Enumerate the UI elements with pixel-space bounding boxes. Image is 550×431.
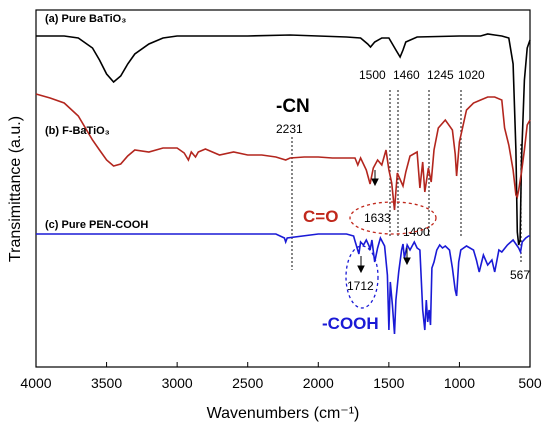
x-tick-label: 2000 [303,375,334,391]
annotation-1712: 1712 [347,279,374,293]
annotation-1020: 1020 [458,68,485,82]
arrow-1712-head [357,265,365,274]
series-label-c: (c) Pure PEN-COOH [45,219,148,231]
x-tick-label: 4000 [20,375,51,391]
y-axis-title: Transimittance (a.u.) [7,116,24,262]
series-label-a: (a) Pure BaTiO₃ [45,13,126,25]
annotation-co: C=O [303,207,338,226]
annotation-arrows [357,170,411,274]
series-line-pure-batio3 [36,33,531,246]
annotation-2231: 2231 [276,122,303,136]
x-tick-label: 2500 [232,375,263,391]
series-line-pure-pen-cooh [36,233,530,335]
x-tick-label: 3000 [162,375,193,391]
arrow-1400-head [403,257,411,266]
x-tick-label: 1000 [444,375,475,391]
x-tick-label: 1500 [373,375,404,391]
annotation-cn: -CN [276,96,310,117]
arrow-1633-head [371,178,379,187]
x-axis-title: Wavenumbers (cm⁻¹) [207,405,360,422]
x-tick-label: 3500 [91,375,122,391]
carbonyl-ellipse [349,201,437,235]
annotation-567: 567 [510,268,530,282]
x-axis-ticks: 4000 3500 3000 2500 2000 1500 1000 500 [20,362,542,391]
x-tick-label: 500 [518,375,542,391]
plot-frame [35,9,531,368]
cooh-ellipse [345,245,379,309]
annotation-1460: 1460 [393,68,420,82]
annotation-1245: 1245 [427,68,454,82]
series-line-f-batio3 [35,93,531,211]
annotation-1500: 1500 [359,68,386,82]
series-label-b: (b) F-BaTiO₃ [45,125,110,137]
annotation-cooh: -COOH [322,314,379,333]
marker-lines [291,90,522,270]
annotation-1633: 1633 [364,211,391,225]
